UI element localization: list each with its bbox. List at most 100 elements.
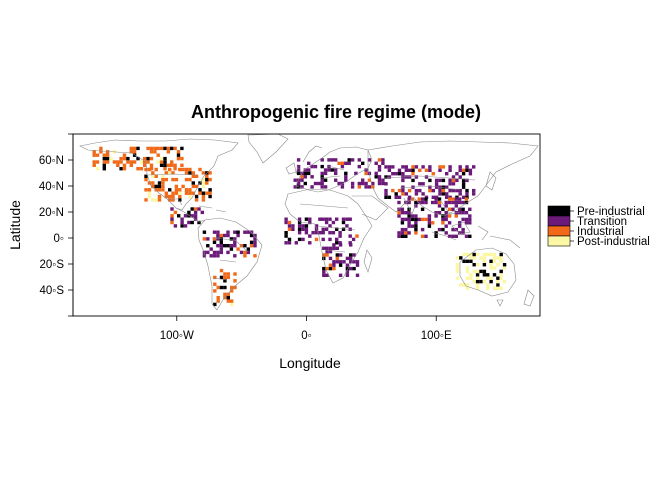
regime-cell bbox=[335, 253, 339, 257]
regime-cell bbox=[355, 273, 360, 277]
regime-cell bbox=[284, 231, 288, 235]
regime-cell bbox=[194, 174, 199, 178]
regime-cell bbox=[384, 192, 388, 196]
regime-cell bbox=[417, 217, 421, 222]
regime-cell bbox=[190, 214, 194, 218]
regime-cell bbox=[352, 266, 356, 271]
regime-cell bbox=[296, 168, 301, 172]
regime-cell bbox=[294, 241, 298, 245]
regime-cell bbox=[357, 164, 361, 169]
regime-cell bbox=[304, 227, 309, 231]
regime-cell bbox=[188, 177, 192, 182]
regime-cell bbox=[404, 227, 408, 232]
regime-cell bbox=[181, 184, 185, 189]
regime-cell bbox=[458, 192, 462, 196]
regime-cell bbox=[502, 266, 507, 270]
regime-cell bbox=[229, 247, 234, 251]
regime-cell bbox=[177, 214, 181, 218]
regime-cell bbox=[489, 279, 493, 284]
regime-cell bbox=[407, 200, 411, 205]
regime-cell bbox=[180, 156, 184, 161]
regime-cell bbox=[384, 175, 388, 179]
regime-cell bbox=[163, 160, 167, 164]
regime-cell bbox=[246, 230, 250, 234]
regime-cell bbox=[486, 286, 490, 290]
regime-cell bbox=[219, 233, 223, 238]
regime-cell bbox=[201, 198, 206, 202]
regime-cell bbox=[424, 175, 429, 179]
y-tick-label: 40◦S bbox=[39, 285, 64, 297]
regime-cell bbox=[355, 263, 360, 267]
regime-cell bbox=[492, 252, 497, 257]
regime-cell bbox=[451, 188, 456, 193]
regime-cell bbox=[468, 172, 473, 176]
regime-cell bbox=[338, 241, 342, 245]
regime-cell bbox=[253, 237, 257, 241]
regime-cell bbox=[151, 184, 155, 189]
regime-cell bbox=[253, 240, 257, 244]
regime-cell bbox=[407, 207, 411, 211]
regime-cell bbox=[328, 231, 332, 235]
regime-cell bbox=[321, 231, 325, 235]
regime-cell bbox=[208, 188, 212, 192]
regime-cell bbox=[341, 227, 346, 231]
regime-cell bbox=[166, 163, 171, 167]
legend-swatch bbox=[547, 205, 571, 217]
regime-cell bbox=[400, 211, 405, 215]
regime-cell bbox=[417, 200, 421, 205]
regime-cell bbox=[397, 231, 401, 235]
regime-cell bbox=[434, 182, 439, 186]
regime-cell bbox=[216, 285, 220, 290]
regime-cell bbox=[486, 273, 490, 277]
regime-cell bbox=[322, 256, 326, 261]
regime-cell bbox=[321, 227, 325, 231]
regime-cell bbox=[311, 231, 315, 235]
regime-cell bbox=[163, 163, 167, 167]
regime-cell bbox=[143, 160, 147, 164]
regime-cell bbox=[448, 165, 452, 169]
regime-cell bbox=[444, 214, 448, 218]
regime-cell bbox=[475, 279, 480, 284]
regime-cell bbox=[434, 185, 439, 189]
regime-cell bbox=[122, 167, 127, 171]
regime-cell bbox=[341, 220, 346, 225]
regime-cell bbox=[335, 260, 339, 264]
regime-cell bbox=[492, 266, 497, 270]
regime-cell bbox=[188, 191, 192, 195]
regime-cell bbox=[496, 279, 500, 284]
regime-cell bbox=[226, 230, 230, 234]
regime-cell bbox=[198, 167, 202, 172]
regime-cell bbox=[325, 266, 329, 271]
regime-cell bbox=[287, 224, 292, 228]
regime-cell bbox=[159, 146, 164, 151]
regime-cell bbox=[293, 178, 297, 182]
regime-cell bbox=[170, 217, 174, 221]
regime-cell bbox=[371, 185, 375, 189]
regime-cell bbox=[318, 231, 322, 235]
regime-cell bbox=[92, 150, 96, 154]
regime-cell bbox=[132, 153, 137, 157]
regime-cell bbox=[342, 260, 346, 264]
regime-cell bbox=[387, 168, 392, 172]
regime-cell bbox=[438, 165, 442, 169]
regime-cell bbox=[414, 227, 418, 232]
regime-cell bbox=[287, 220, 292, 225]
regime-cell bbox=[381, 181, 385, 186]
regime-cell bbox=[340, 161, 345, 165]
regime-cell bbox=[307, 168, 311, 172]
regime-cell bbox=[197, 220, 201, 225]
regime-cell bbox=[208, 177, 212, 182]
regime-cell bbox=[465, 178, 469, 183]
regime-cell bbox=[300, 185, 304, 189]
regime-cell bbox=[136, 167, 140, 171]
regime-cell bbox=[327, 164, 331, 169]
regime-cell bbox=[387, 195, 392, 199]
regime-cell bbox=[328, 224, 332, 228]
regime-cell bbox=[447, 221, 452, 225]
regime-cell bbox=[300, 178, 304, 182]
regime-cell bbox=[437, 204, 442, 208]
regime-cell bbox=[407, 175, 412, 179]
regime-cell bbox=[208, 191, 212, 195]
regime-cell bbox=[465, 188, 469, 193]
legend-label: Transition bbox=[577, 216, 627, 228]
